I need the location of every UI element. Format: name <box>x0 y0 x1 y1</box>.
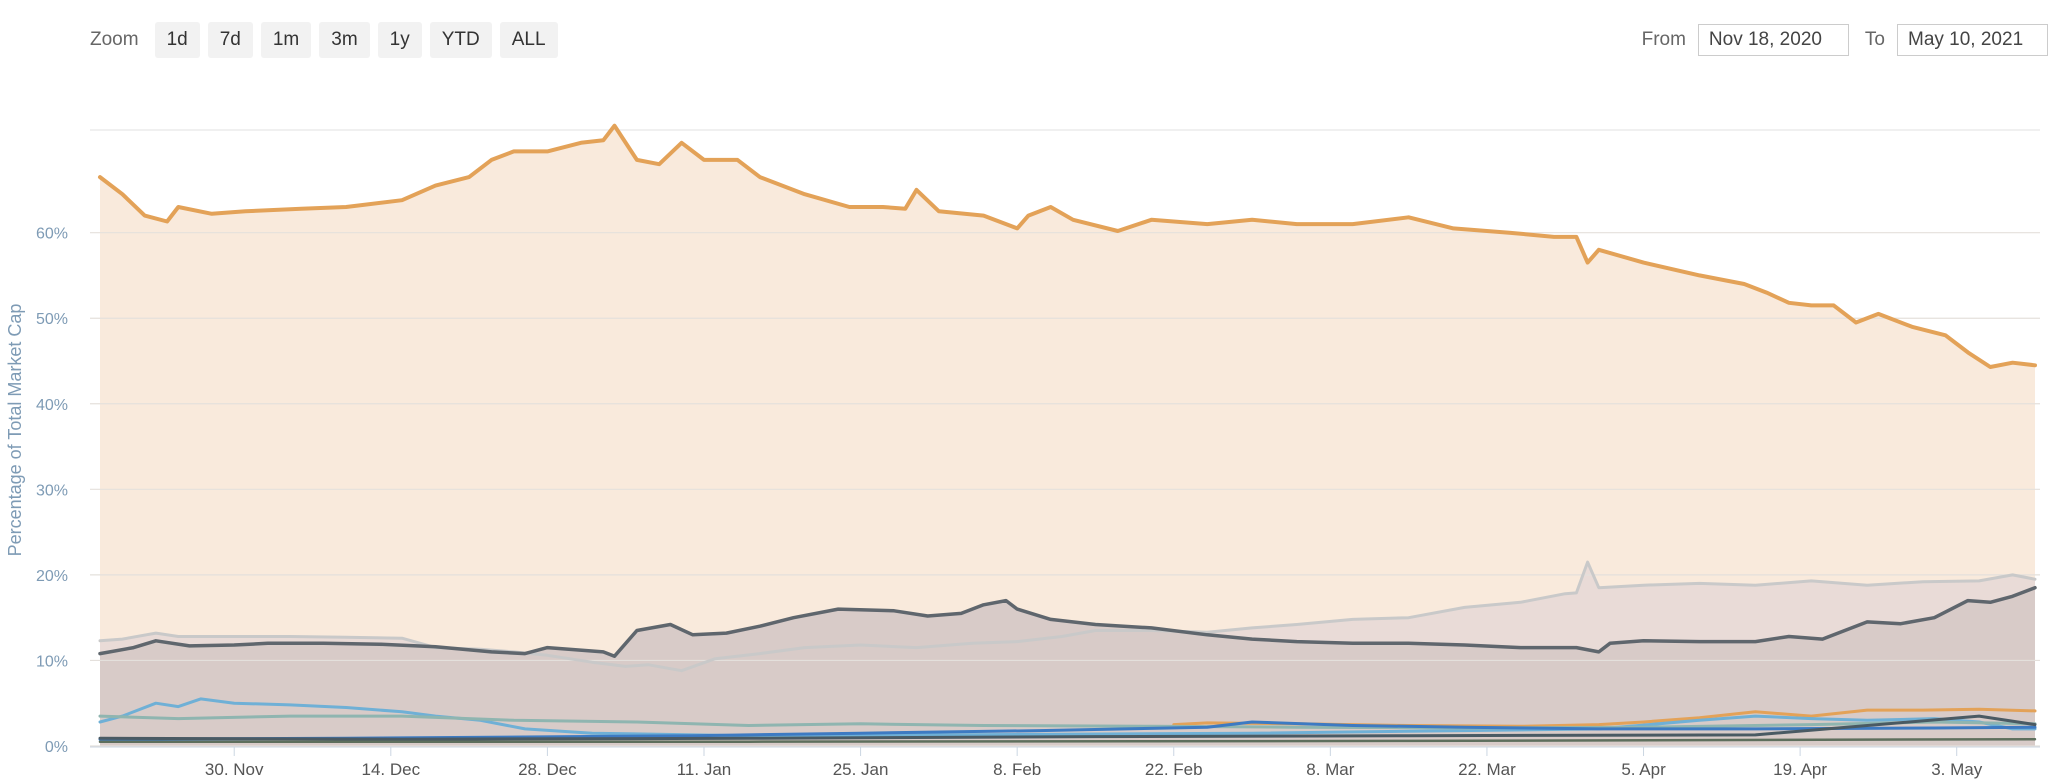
x-tick-label: 8. Mar <box>1306 760 1355 779</box>
x-tick-label: 3. May <box>1931 760 1983 779</box>
zoom-7d-button[interactable]: 7d <box>207 22 253 58</box>
series-line-1 <box>98 560 2037 673</box>
from-date-input[interactable]: Nov 18, 2020 <box>1697 24 1849 56</box>
date-range-selector: From Nov 18, 2020 To May 10, 2021 <box>1642 22 2048 58</box>
series-line-6 <box>98 720 2037 741</box>
y-axis-title: Percentage of Total Market Cap <box>5 304 25 557</box>
x-tick-label: 22. Mar <box>1458 760 1516 779</box>
zoom-all-button[interactable]: ALL <box>499 22 558 58</box>
y-tick-label: 0% <box>45 739 68 756</box>
x-tick-label: 22. Feb <box>1145 760 1203 779</box>
x-tick-label: 30. Nov <box>205 760 264 779</box>
y-tick-label: 40% <box>36 397 68 414</box>
y-tick-label: 10% <box>36 653 68 670</box>
zoom-ytd-button[interactable]: YTD <box>429 22 492 58</box>
x-tick-label: 19. Apr <box>1773 760 1827 779</box>
y-tick-label: 60% <box>36 226 68 243</box>
series-line-8 <box>98 737 2037 743</box>
y-tick-label: 50% <box>36 311 68 328</box>
x-tick-label: 11. Jan <box>677 760 732 779</box>
y-tick-label: 20% <box>36 568 68 585</box>
from-label: From <box>1641 29 1686 50</box>
series-line-7 <box>98 714 2037 741</box>
x-tick-label: 14. Dec <box>362 760 421 779</box>
zoom-toolbar: Zoom 1d 7d 1m 3m 1y YTD ALL <box>90 22 558 58</box>
series-line-2 <box>98 585 2037 658</box>
y-tick-label: 30% <box>36 482 68 499</box>
zoom-1d-button[interactable]: 1d <box>154 22 200 58</box>
zoom-3m-button[interactable]: 3m <box>319 22 370 58</box>
series-line-0 <box>98 123 2037 369</box>
x-tick-label: 5. Apr <box>1621 760 1666 779</box>
series-line-5 <box>98 714 2037 730</box>
series-area-2 <box>100 587 2035 746</box>
x-tick-label: 8. Feb <box>993 760 1041 779</box>
zoom-1y-button[interactable]: 1y <box>377 22 422 58</box>
to-label: To <box>1864 29 1885 50</box>
zoom-label: Zoom <box>90 29 139 50</box>
series-line-4 <box>98 697 2037 738</box>
series-area-0 <box>100 125 2035 746</box>
x-tick-label: 25. Jan <box>833 760 889 779</box>
x-tick-label: 28. Dec <box>518 760 577 779</box>
zoom-1m-button[interactable]: 1m <box>260 22 312 58</box>
